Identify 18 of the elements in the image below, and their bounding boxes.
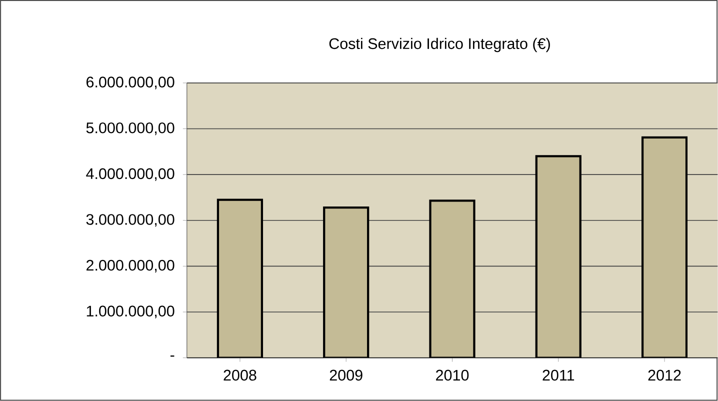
chart-title: Costi Servizio Idrico Integrato (€) xyxy=(329,38,550,52)
bar xyxy=(323,206,370,358)
y-tick-label: 1.000.000,00 xyxy=(86,306,174,318)
y-tick-label: 6.000.000,00 xyxy=(86,76,174,90)
x-tick-label: 2012 xyxy=(648,370,681,381)
bar xyxy=(535,155,582,358)
bar xyxy=(216,198,264,358)
y-tick-label: 2.000.000,00 xyxy=(86,260,174,273)
y-tick-label: 4.000.000,00 xyxy=(86,168,174,181)
x-tick-label: 2011 xyxy=(542,370,574,381)
x-tick-label: 2008 xyxy=(224,370,256,381)
x-tick-label: 2009 xyxy=(330,370,362,381)
x-tick-label: 2010 xyxy=(436,370,469,381)
y-tick-label: 5.000.000,00 xyxy=(86,122,174,136)
y-tick-label: - xyxy=(170,356,174,357)
y-tick-label: 3.000.000,00 xyxy=(86,214,174,227)
bar xyxy=(429,200,476,358)
bar xyxy=(641,136,688,358)
